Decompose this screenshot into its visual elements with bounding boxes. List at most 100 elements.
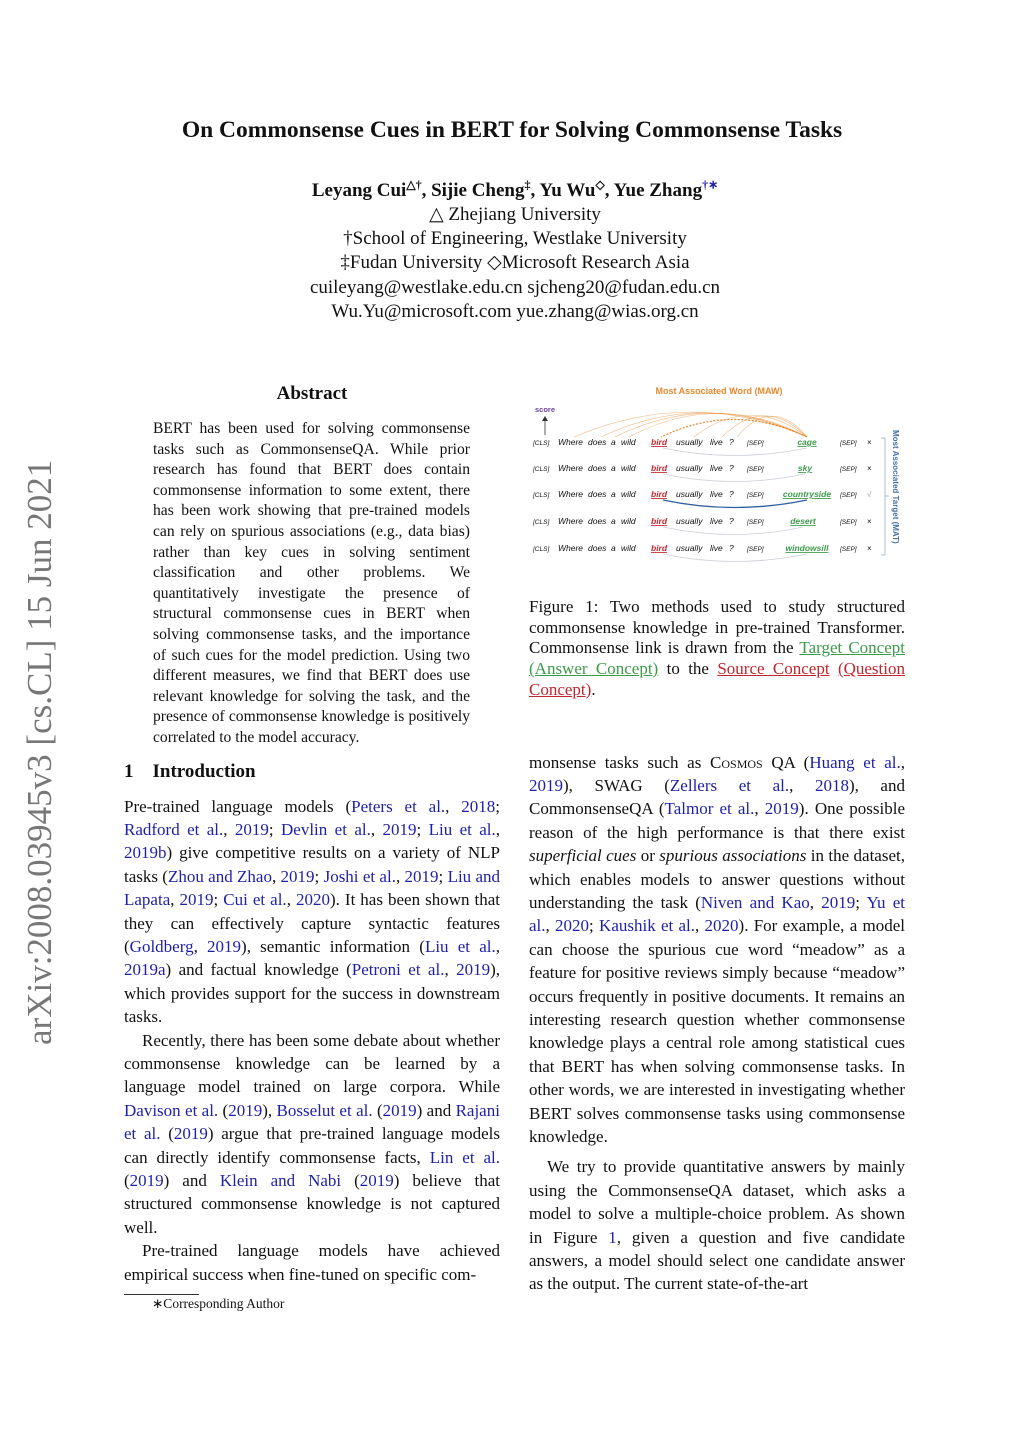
- affiliation-line: ‡Fudan University ◇Microsoft Research As…: [340, 252, 690, 274]
- citation-link[interactable]: Liu et al.: [428, 819, 496, 839]
- maw-arc: [736, 415, 808, 438]
- question-token: Where: [558, 463, 583, 473]
- citation-link[interactable]: 2019: [228, 1100, 263, 1120]
- figure-1: Most Associated Word (MAW) score [CLS] Wher…: [532, 386, 900, 562]
- answer-mark: ×: [867, 438, 872, 447]
- text-segment: ,: [193, 936, 208, 956]
- commonsense-link-arc: [662, 526, 804, 535]
- citation-link[interactable]: Liu et al.: [424, 936, 496, 956]
- text-segment: ;: [855, 892, 867, 912]
- question-token: [CLS]: [532, 466, 549, 473]
- citation-link[interactable]: Klein and Nabi: [219, 1171, 342, 1190]
- citation-link[interactable]: 2019: [382, 1100, 417, 1120]
- text-segment: ;: [495, 796, 500, 816]
- citation-link[interactable]: 2019: [456, 960, 491, 980]
- question-token: usually: [676, 463, 703, 473]
- target-concept: windowsill: [786, 543, 830, 553]
- text-segment: ), semantic information (: [241, 936, 425, 956]
- text-segment: ). It has been shown that they can effec…: [124, 890, 501, 956]
- question-token: wild: [621, 489, 636, 499]
- citation-link[interactable]: 2019: [821, 892, 856, 912]
- target-concept: cage: [797, 437, 817, 447]
- citation-link[interactable]: 2019: [764, 799, 799, 819]
- citation-link[interactable]: 2018: [461, 796, 496, 816]
- paragraph: monsense tasks such as Cosmos QA (Huang …: [529, 751, 905, 1149]
- citation-link[interactable]: Devlin et al.: [281, 819, 371, 839]
- citation-link[interactable]: Huang et al.: [809, 752, 901, 772]
- citation-link[interactable]: Zellers et al.: [669, 775, 790, 795]
- text-segment: Cosmos: [710, 752, 763, 772]
- question-token: [SEP]: [746, 519, 764, 526]
- commonsense-link-arc: [662, 473, 806, 482]
- text-segment: We try to provide quantitative answers b…: [529, 1157, 905, 1247]
- citation-link[interactable]: 2019: [207, 936, 242, 956]
- text-segment: ), SWAG (: [563, 775, 670, 795]
- text-segment: or: [636, 846, 660, 866]
- section-heading-introduction: 1 Introduction: [124, 760, 256, 782]
- end-sep-token: [SEP]: [839, 519, 857, 526]
- question-token: does: [588, 543, 607, 553]
- citation-link[interactable]: 2019: [359, 1171, 394, 1190]
- citation-link[interactable]: Petroni et al.: [351, 960, 445, 980]
- citation-link[interactable]: Cui et al.: [223, 890, 287, 910]
- citation-link[interactable]: Joshi et al.: [323, 866, 396, 886]
- score-arrowhead: [542, 416, 548, 421]
- citation-link[interactable]: Talmor et al.: [664, 799, 755, 819]
- source-concept: bird: [651, 516, 668, 526]
- question-token: does: [588, 489, 607, 499]
- citation-link[interactable]: Lin et al.: [429, 1147, 500, 1167]
- citation-link[interactable]: 2019: [529, 775, 563, 795]
- text-segment: ), and CommonsenseQA (: [529, 775, 905, 819]
- question-token: [SEP]: [746, 492, 764, 499]
- email-line: Wu.Yu@microsoft.com yue.zhang@wias.org.c…: [331, 300, 699, 322]
- answer-mark: √: [867, 490, 872, 499]
- citation-link[interactable]: Bosselut et al.: [276, 1100, 373, 1120]
- text-segment: (Answer Concept): [529, 659, 659, 679]
- left-column: Abstract BERT has been used for solving …: [124, 383, 500, 1312]
- question-token: [CLS]: [532, 440, 549, 447]
- text-segment: ;: [589, 916, 600, 936]
- question-token: usually: [676, 543, 703, 553]
- citation-link[interactable]: Peters et al.: [351, 796, 446, 816]
- citation-link[interactable]: Radford et al.: [124, 819, 224, 839]
- citation-link[interactable]: 2020: [295, 890, 330, 910]
- citation-link[interactable]: 2019: [234, 819, 269, 839]
- affiliation-line: †School of Engineering, Westlake Univers…: [343, 228, 687, 250]
- citation-link[interactable]: Liu and Lapata: [124, 866, 501, 910]
- citation-link[interactable]: 2019a: [124, 960, 166, 980]
- citation-link[interactable]: Davison et al.: [124, 1100, 219, 1120]
- text-segment: ),: [262, 1100, 277, 1120]
- target-concept: countryside: [783, 489, 831, 499]
- citation-link[interactable]: Goldberg: [129, 936, 194, 956]
- citation-link[interactable]: 2020: [555, 916, 590, 936]
- maw-arc-strongest: [660, 419, 808, 438]
- end-sep-token: [SEP]: [839, 492, 857, 499]
- text-segment: ;: [314, 866, 324, 886]
- citation-link[interactable]: 2019: [382, 819, 417, 839]
- question-token: ?: [729, 543, 734, 553]
- citation-link[interactable]: 2019: [404, 866, 439, 886]
- citation-link[interactable]: 2019: [129, 1171, 164, 1190]
- citation-link[interactable]: Yu et al.: [529, 892, 906, 936]
- question-token: ?: [729, 489, 734, 499]
- citation-link[interactable]: 2019: [179, 890, 214, 910]
- citation-link[interactable]: 2019: [280, 866, 315, 886]
- citation-link[interactable]: Rajani et al.: [124, 1100, 500, 1144]
- citation-link[interactable]: 1: [608, 1227, 617, 1247]
- citation-link[interactable]: Kaushik et al.: [599, 916, 696, 936]
- left-column-body: Pre-trained language models (Peters et a…: [124, 795, 500, 1287]
- citation-link[interactable]: 2018: [814, 775, 849, 795]
- citation-link[interactable]: 2019: [173, 1124, 208, 1144]
- question-token: does: [588, 437, 607, 447]
- text-segment: ,: [445, 796, 462, 816]
- citation-link[interactable]: 2019b: [124, 843, 167, 863]
- source-concept: bird: [651, 543, 668, 553]
- commonsense-link-arc: [662, 499, 808, 509]
- citation-link[interactable]: Zhou and Zhao: [167, 866, 272, 886]
- citation-link[interactable]: 2020: [704, 916, 739, 936]
- text-segment: (: [372, 1100, 383, 1120]
- maw-arc: [628, 413, 808, 438]
- question-token: a: [611, 463, 616, 473]
- citation-link[interactable]: Niven and Kao: [700, 892, 810, 912]
- text-segment: [830, 659, 838, 678]
